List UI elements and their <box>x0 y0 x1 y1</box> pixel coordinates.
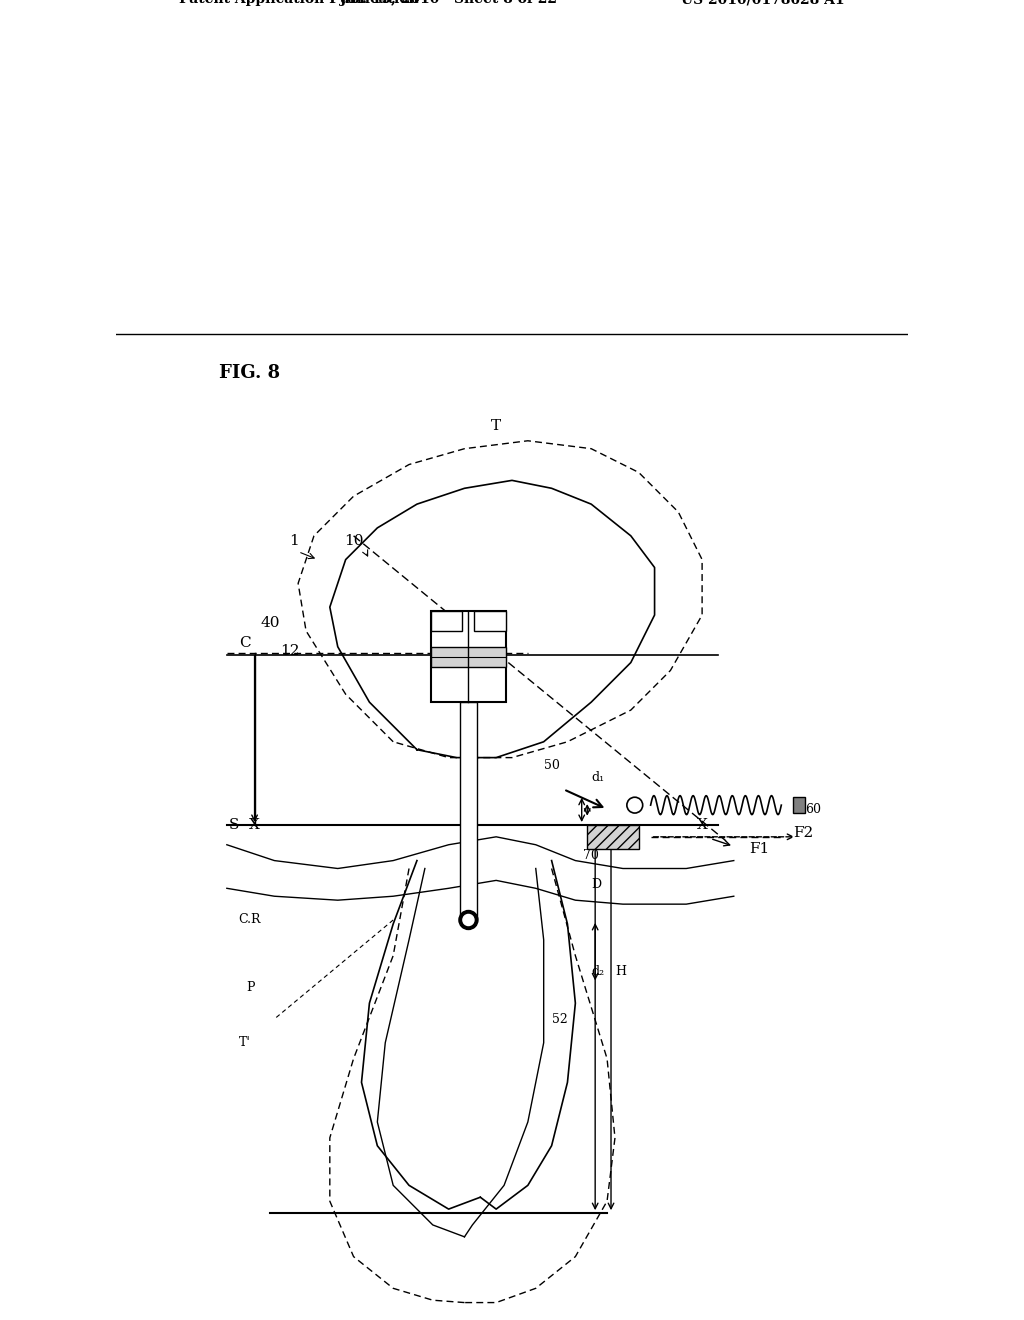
Bar <box>431 611 506 702</box>
Text: 60: 60 <box>805 803 821 816</box>
Bar <box>794 797 805 813</box>
Text: T: T <box>492 418 501 433</box>
Text: Jul. 15, 2010   Sheet 8 of 22: Jul. 15, 2010 Sheet 8 of 22 <box>340 0 557 7</box>
Text: T': T' <box>239 1036 251 1049</box>
Text: d₁: d₁ <box>591 771 604 784</box>
Text: H: H <box>615 965 626 978</box>
Text: C.R: C.R <box>239 913 261 927</box>
Text: 40: 40 <box>261 616 281 630</box>
Text: 50: 50 <box>544 759 559 772</box>
Text: d₂: d₂ <box>591 965 604 978</box>
Text: US 2010/0178628 A1: US 2010/0178628 A1 <box>681 0 845 7</box>
Text: 10: 10 <box>344 533 364 548</box>
Text: 52: 52 <box>552 1012 567 1026</box>
Text: 70: 70 <box>584 849 599 862</box>
Text: S: S <box>228 818 239 832</box>
Text: D: D <box>591 878 601 891</box>
Bar <box>474 611 506 631</box>
Text: FIG. 8: FIG. 8 <box>219 364 280 383</box>
Text: X: X <box>696 818 708 832</box>
Text: Patent Application Publication: Patent Application Publication <box>179 0 419 7</box>
Bar <box>587 825 639 849</box>
Text: P: P <box>247 981 255 994</box>
Text: F1: F1 <box>750 842 770 855</box>
Text: 1: 1 <box>290 533 299 548</box>
Bar <box>431 611 463 631</box>
Text: C: C <box>239 636 251 649</box>
Circle shape <box>463 915 474 925</box>
Circle shape <box>459 911 478 929</box>
Bar <box>431 647 506 667</box>
Text: F2: F2 <box>794 826 813 840</box>
Text: X: X <box>249 818 260 832</box>
Text: 12: 12 <box>281 644 300 657</box>
Bar <box>460 702 477 920</box>
